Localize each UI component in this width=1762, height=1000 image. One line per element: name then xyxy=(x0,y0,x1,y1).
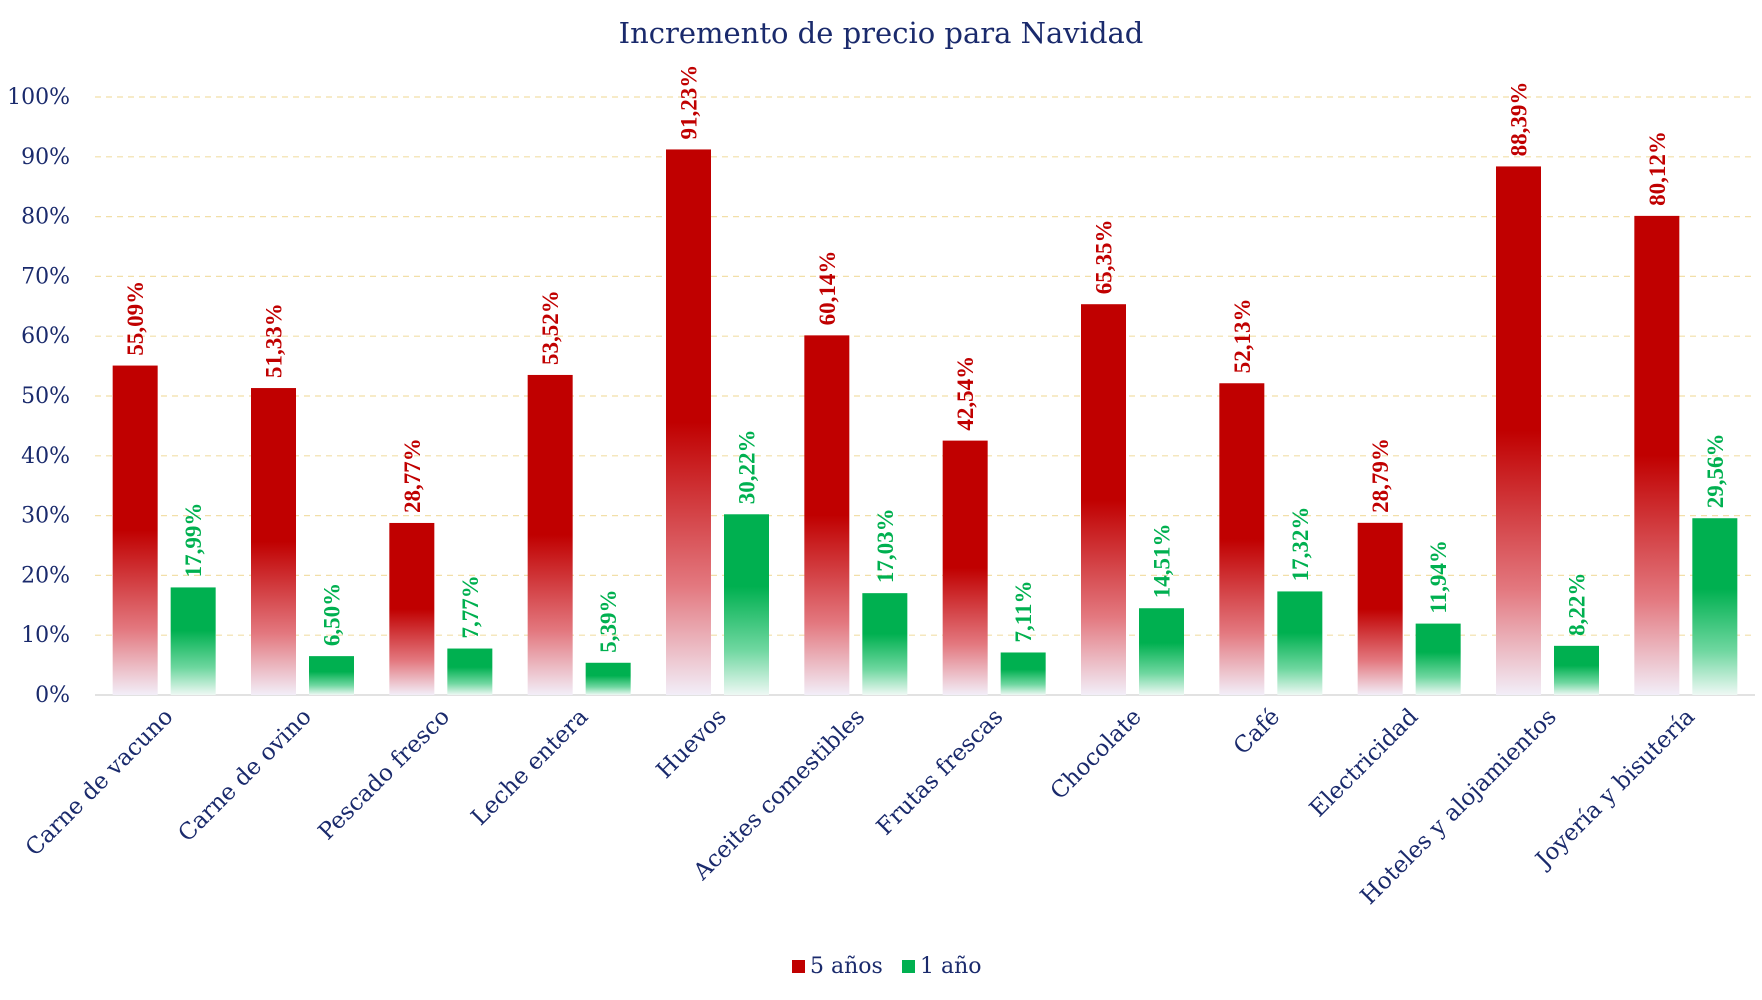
x-tick-label: Pescado fresco xyxy=(314,704,455,845)
bar-5-anos xyxy=(389,522,435,695)
bar-5-anos xyxy=(527,374,573,695)
bar-5-anos xyxy=(251,388,296,695)
chart-title: Incremento de precio para Navidad xyxy=(619,16,1144,50)
x-tick-label: Chocolate xyxy=(1046,704,1147,805)
data-label: 80,12% xyxy=(1645,131,1670,206)
legend-swatch xyxy=(792,960,805,973)
bar-5-anos xyxy=(1634,215,1680,696)
data-label: 88,39% xyxy=(1507,82,1532,157)
bar-5-anos xyxy=(112,365,158,695)
bar-5-anos xyxy=(942,440,988,695)
legend: 5 años 1 año xyxy=(792,954,982,979)
data-label: 17,03% xyxy=(873,508,898,583)
x-tick-label: Joyería y bisutería xyxy=(1530,704,1701,875)
data-labels: 55,09% 17,99% 51,33% 6,50% 28,77% 7,77% 53,52%… xyxy=(123,65,1728,653)
data-label: 7,11% xyxy=(1011,580,1036,642)
data-label: 53,52% xyxy=(538,290,563,365)
data-label: 5,39% xyxy=(596,590,621,653)
data-label: 55,09% xyxy=(123,281,148,356)
bar-1-ano xyxy=(1000,652,1046,695)
x-tick-label: Café xyxy=(1229,704,1285,760)
legend-label: 5 años xyxy=(810,954,883,979)
bar-1-ano xyxy=(1277,591,1323,695)
y-tick-label: 70% xyxy=(21,264,70,289)
legend-label: 1 año xyxy=(920,954,982,979)
data-label: 60,14% xyxy=(815,251,840,326)
bar-1-ano xyxy=(1415,623,1461,695)
data-label: 6,50% xyxy=(320,583,345,646)
bar-5-anos xyxy=(1357,522,1403,695)
gridlines xyxy=(95,96,1755,636)
data-label: 17,99% xyxy=(181,503,206,578)
x-tick-label: Frutas frescas xyxy=(872,704,1009,841)
bar-5-anos xyxy=(1081,304,1126,695)
y-tick-label: 30% xyxy=(21,504,70,529)
bars xyxy=(112,149,1738,696)
x-tick-label: Electricidad xyxy=(1305,704,1424,823)
x-tick-label: Carne de vacuno xyxy=(21,704,179,862)
bar-1-ano xyxy=(309,656,354,695)
data-label: 28,77% xyxy=(400,438,425,513)
data-label: 51,33% xyxy=(262,303,287,378)
bar-1-ano xyxy=(862,593,908,695)
y-tick-label: 40% xyxy=(21,444,70,469)
bar-5-anos xyxy=(1496,166,1541,695)
data-label: 52,13% xyxy=(1230,299,1255,374)
data-label: 30,22% xyxy=(735,430,760,505)
x-tick-label: Carne de ovino xyxy=(174,704,317,847)
y-tick-label: 0% xyxy=(35,683,70,708)
data-label: 14,51% xyxy=(1150,523,1175,598)
y-tick-label: 100% xyxy=(7,85,70,110)
data-label: 11,94% xyxy=(1426,540,1451,613)
bar-5-anos xyxy=(804,335,850,695)
y-tick-label: 60% xyxy=(21,324,70,349)
y-tick-label: 80% xyxy=(21,205,70,230)
data-label: 91,23% xyxy=(677,65,702,140)
data-label: 28,79% xyxy=(1368,438,1393,513)
bar-1-ano xyxy=(1692,518,1738,695)
y-tick-label: 50% xyxy=(21,384,70,409)
x-tick-label: Huevos xyxy=(652,704,732,784)
bar-1-ano xyxy=(1139,608,1184,695)
data-label: 29,56% xyxy=(1703,433,1728,508)
x-tick-label: Leche entera xyxy=(466,704,593,831)
bar-5-anos xyxy=(666,149,711,696)
data-label: 65,35% xyxy=(1092,219,1117,294)
bar-1-ano xyxy=(585,662,631,695)
data-label: 8,22% xyxy=(1565,573,1590,636)
y-tick-label: 90% xyxy=(21,145,70,170)
bar-1-ano xyxy=(724,514,769,695)
bar-1-ano xyxy=(170,587,216,695)
data-label: 7,77% xyxy=(458,575,483,638)
y-tick-label: 20% xyxy=(21,563,70,588)
data-label: 42,54% xyxy=(953,356,978,431)
bar-1-ano xyxy=(1554,645,1599,695)
bar-1-ano xyxy=(447,648,493,695)
y-axis: 0% 10% 20% 30% 40% 50% 60% 70% 80% 90% 100% xyxy=(7,85,1755,708)
data-label: 17,32% xyxy=(1288,507,1313,582)
bar-5-anos xyxy=(1219,383,1265,695)
y-tick-label: 10% xyxy=(21,623,70,648)
legend-swatch xyxy=(902,960,915,973)
